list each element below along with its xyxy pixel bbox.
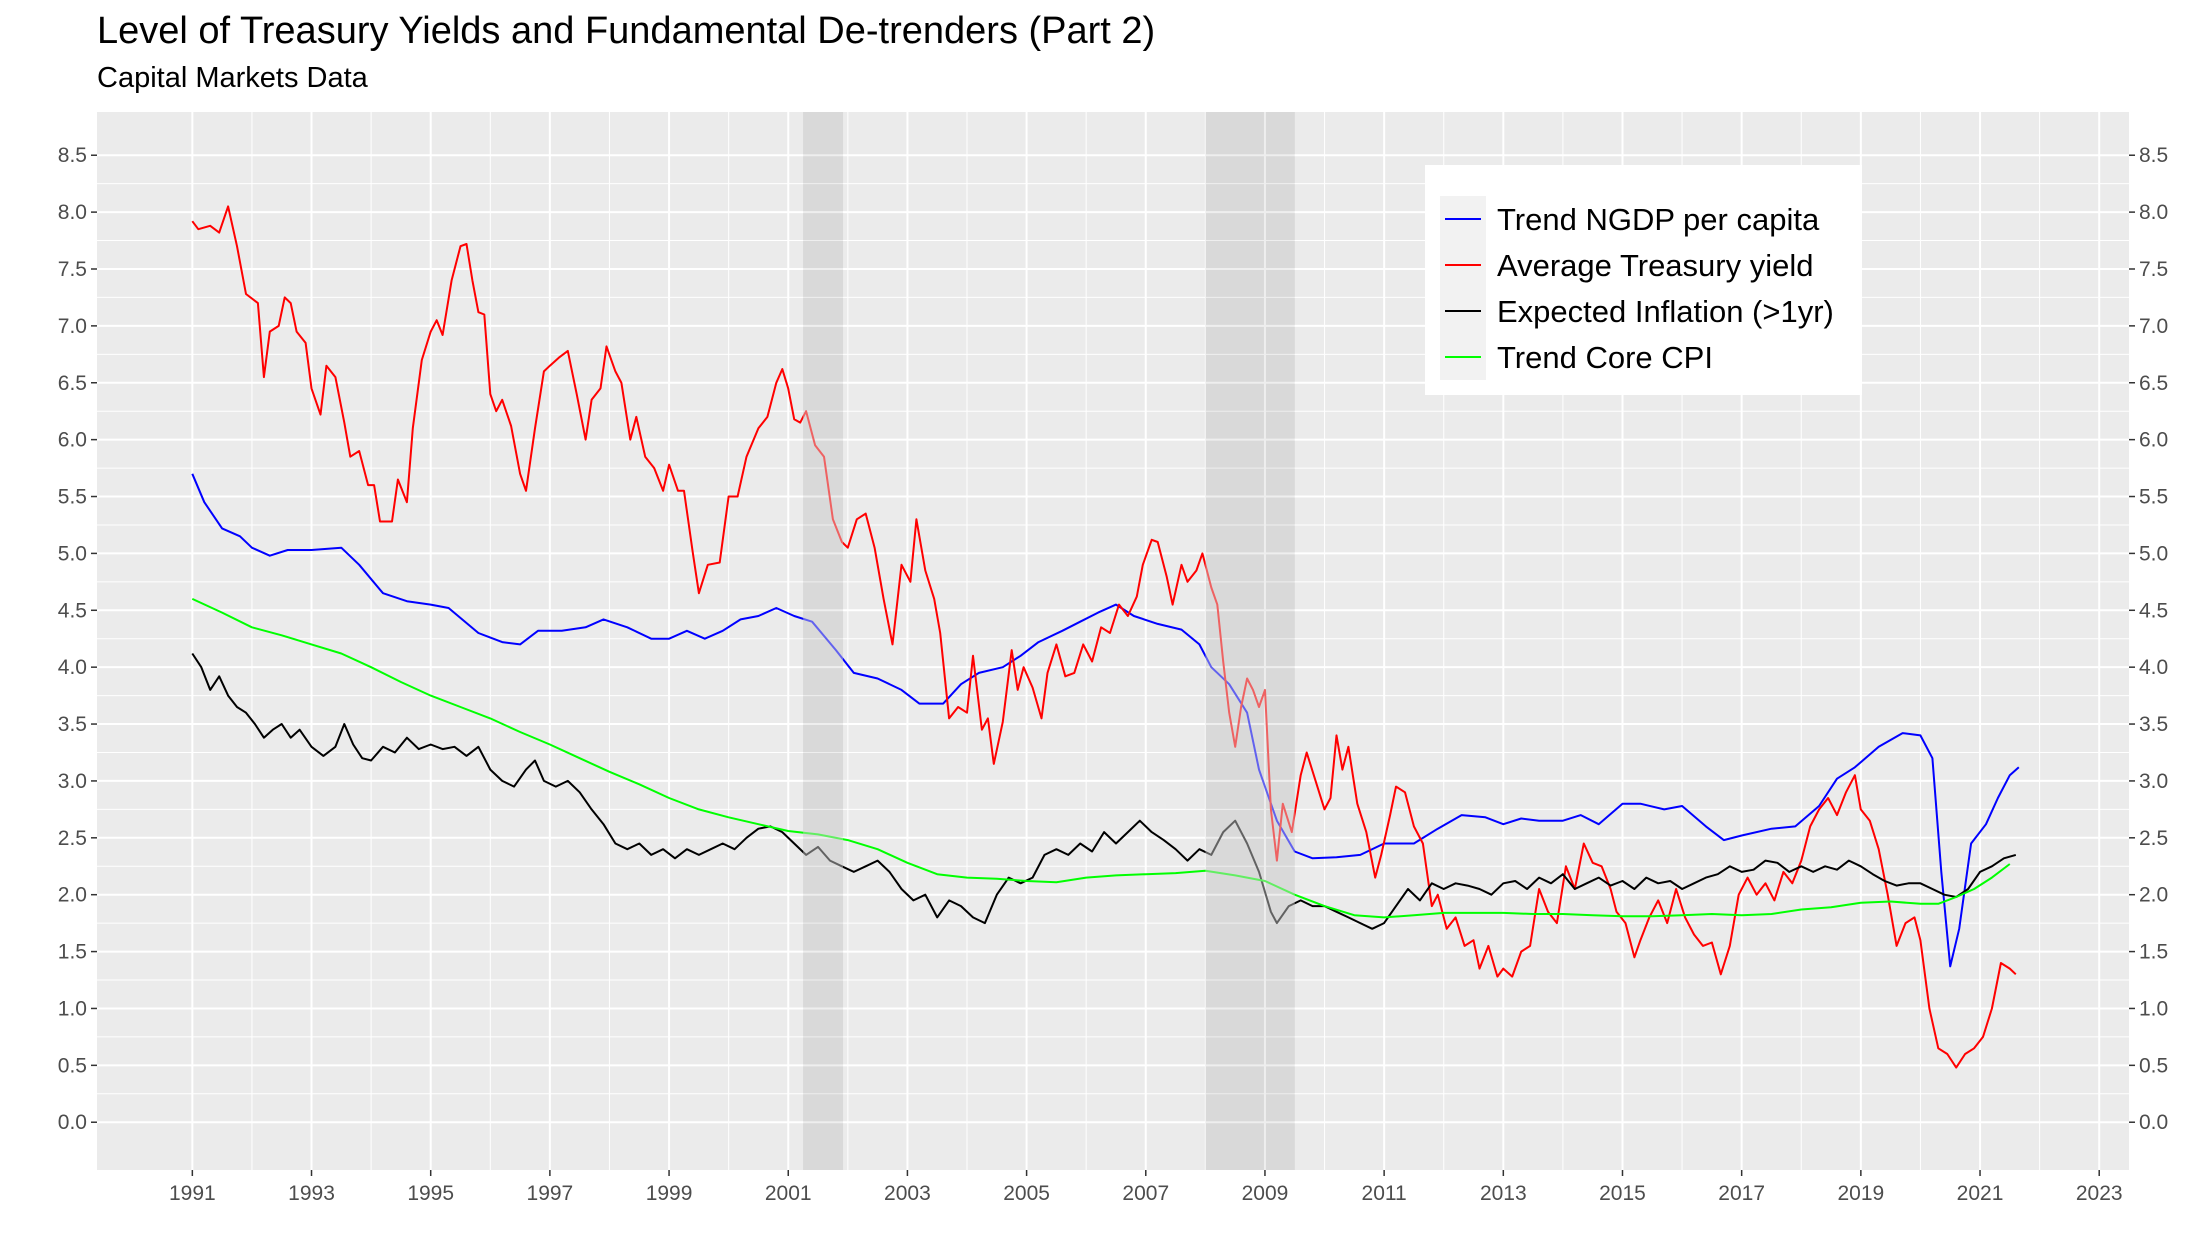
x-tick-label: 2005 [1003, 1182, 1050, 1205]
series-line [191, 473, 2020, 968]
y-tick-label-right: 8.5 [2139, 144, 2168, 167]
y-tick-label-left: 7.0 [58, 315, 87, 338]
y-tick-label-left: 6.0 [58, 429, 87, 452]
x-tick-label: 1991 [169, 1182, 216, 1205]
y-tick-label-right: 6.5 [2139, 372, 2168, 395]
y-tick-label-left: 4.0 [58, 656, 87, 679]
chart-subtitle: Capital Markets Data [97, 62, 368, 94]
series-line [191, 205, 2017, 1069]
legend-label: Average Treasury yield [1497, 248, 1813, 283]
y-tick-label-left: 8.5 [58, 144, 87, 167]
y-tick-label-left: 5.5 [58, 486, 87, 509]
y-tick-label-right: 3.0 [2139, 770, 2168, 793]
y-tick-label-right: 5.5 [2139, 486, 2168, 509]
legend-label: Trend NGDP per capita [1497, 202, 1820, 237]
y-tick-label-right: 1.0 [2139, 997, 2168, 1020]
legend: Trend NGDP per capita Average Treasury yi… [1425, 165, 1862, 395]
x-tick-label: 2023 [2076, 1182, 2123, 1205]
recession-band-overlay [1205, 112, 1295, 1170]
y-tick-label-left: 3.0 [58, 770, 87, 793]
recession-band-overlay [803, 112, 844, 1170]
y-tick-label-left: 0.5 [58, 1054, 87, 1077]
x-tick-label: 2019 [1837, 1182, 1884, 1205]
series-lines [191, 112, 2020, 1170]
series-line [191, 597, 2011, 919]
y-tick-label-right: 2.5 [2139, 827, 2168, 850]
y-tick-label-left: 6.5 [58, 372, 87, 395]
y-tick-label-left: 0.0 [58, 1111, 87, 1134]
x-tick-label: 2015 [1599, 1182, 1646, 1205]
y-tick-label-left: 8.0 [58, 201, 87, 224]
y-tick-label-right: 5.0 [2139, 542, 2168, 565]
x-tick-label: 1993 [288, 1182, 335, 1205]
y-tick-label-right: 4.5 [2139, 599, 2168, 622]
y-tick-label-left: 7.5 [58, 258, 87, 281]
x-tick-label: 2017 [1718, 1182, 1765, 1205]
y-tick-label-left: 5.0 [58, 542, 87, 565]
x-tick-label: 2021 [1957, 1182, 2004, 1205]
x-tick-label: 2009 [1242, 1182, 1289, 1205]
x-tick-label: 2001 [765, 1182, 812, 1205]
y-tick-label-left: 1.0 [58, 997, 87, 1020]
x-tick-label: 2013 [1480, 1182, 1527, 1205]
y-tick-label-right: 6.0 [2139, 429, 2168, 452]
y-tick-label-right: 0.0 [2139, 1111, 2168, 1134]
legend-label: Expected Inflation (>1yr) [1497, 294, 1834, 329]
y-tick-label-right: 7.5 [2139, 258, 2168, 281]
y-tick-label-right: 3.5 [2139, 713, 2168, 736]
y-tick-label-left: 4.5 [58, 599, 87, 622]
legend-box [1425, 165, 1862, 395]
y-tick-label-right: 8.0 [2139, 201, 2168, 224]
y-tick-label-right: 7.0 [2139, 315, 2168, 338]
y-tick-label-left: 1.5 [58, 941, 87, 964]
y-tick-label-left: 3.5 [58, 713, 87, 736]
y-tick-label-left: 2.0 [58, 884, 87, 907]
x-tick-label: 1995 [407, 1182, 454, 1205]
legend-label: Trend Core CPI [1497, 340, 1713, 375]
x-tick-label: 1997 [527, 1182, 574, 1205]
y-tick-label-right: 2.0 [2139, 884, 2168, 907]
axes: 0.0 0.0 0.5 0.5 1.0 1.0 1.5 1.5 2.0 2.0 2.5 2.5 3.0 3… [58, 144, 2168, 1205]
y-tick-label-right: 4.0 [2139, 656, 2168, 679]
recession-band [803, 112, 844, 1170]
y-tick-label-left: 2.5 [58, 827, 87, 850]
y-tick-label-right: 0.5 [2139, 1054, 2168, 1077]
x-tick-label: 2003 [884, 1182, 931, 1205]
y-tick-label-right: 1.5 [2139, 941, 2168, 964]
chart-title: Level of Treasury Yields and Fundamental… [97, 10, 1156, 52]
series-line [191, 652, 2017, 930]
x-tick-label: 2007 [1122, 1182, 1169, 1205]
x-tick-label: 2011 [1362, 1182, 1407, 1205]
x-tick-label: 1999 [646, 1182, 693, 1205]
